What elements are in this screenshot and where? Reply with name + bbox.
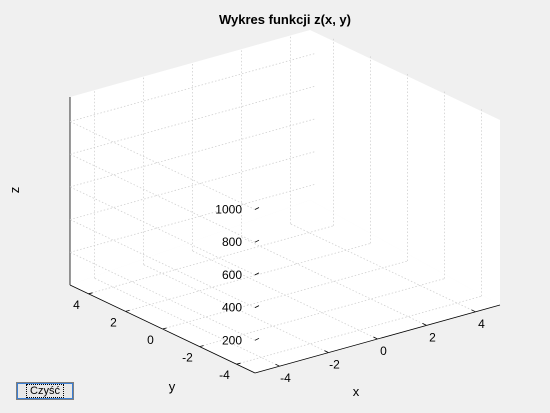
z-grid-right-line	[69, 53, 316, 122]
x-tick-mark	[471, 309, 476, 313]
z-grid-left-line	[69, 153, 256, 243]
floor	[70, 200, 500, 373]
y-grid-floor-line	[162, 260, 408, 330]
x-tick-label: 4	[478, 317, 485, 331]
y-tick-label: 0	[147, 333, 154, 347]
z-grid-right-line	[69, 85, 316, 155]
z-tick-mark	[254, 239, 260, 243]
y-tick-label: -2	[182, 351, 193, 365]
x-tick-mark	[373, 336, 378, 340]
y-tick-mark	[199, 345, 204, 347]
z-tick-mark	[254, 337, 260, 341]
x-tick-label: -4	[280, 371, 291, 385]
x-tick-mark	[275, 363, 280, 367]
chart-title: Wykres funkcji z(x, y)	[219, 12, 351, 27]
z-tick-label: 200	[222, 333, 242, 347]
clear-button[interactable]: Czyść	[16, 382, 74, 400]
z-grid-left-line	[69, 121, 256, 210]
axes-3d	[69, 30, 501, 374]
z-tick-label: 400	[222, 301, 242, 315]
y-tick-mark	[125, 310, 130, 312]
y-grid-floor-line	[236, 295, 482, 365]
z-grid-left-line	[69, 251, 256, 341]
x-axis-label: x	[353, 384, 360, 399]
y-grid-floor-line	[125, 243, 371, 312]
grid-lines	[69, 35, 482, 367]
x-grid-floor-line	[143, 264, 329, 353]
z-tick-mark	[254, 207, 260, 210]
z-grid-right-line	[69, 118, 316, 188]
y-tick-label: 2	[110, 315, 117, 329]
y-axis-label: y	[169, 379, 176, 394]
z-grid-right-line	[69, 183, 316, 253]
y-tick-mark	[162, 327, 167, 330]
tick-labels: -4 -2 0 2 4 4 2 0 -2 -4 200 400 600 800 1000	[73, 203, 485, 386]
y-grid-floor-line	[88, 225, 334, 295]
z-tick-label: 1000	[215, 203, 242, 217]
z-axis-label: z	[7, 187, 22, 194]
y-tick-mark	[236, 362, 241, 365]
y-grid-floor-line	[199, 278, 445, 347]
z-grid-right-line	[69, 151, 316, 220]
x-tick-mark	[324, 350, 329, 353]
tick-marks	[88, 207, 476, 367]
x-grid-floor-line	[241, 237, 427, 326]
z-tick-label: 800	[222, 235, 242, 249]
clear-button-label: Czyść	[26, 384, 64, 398]
x-tick-label: 2	[429, 330, 436, 344]
z-grid-left-line	[69, 186, 256, 276]
z-tick-mark	[254, 305, 260, 308]
z-grid-left-line	[69, 219, 256, 308]
y-tick-label: 4	[73, 298, 80, 312]
x-tick-label: 0	[380, 344, 387, 358]
z-tick-mark	[254, 272, 260, 276]
back-wall-right	[310, 30, 500, 305]
y-tick-label: -4	[219, 368, 230, 382]
x-tick-label: -2	[329, 358, 340, 372]
z-tick-label: 600	[222, 268, 242, 282]
y-tick-mark	[88, 292, 93, 295]
x-tick-mark	[422, 323, 427, 326]
